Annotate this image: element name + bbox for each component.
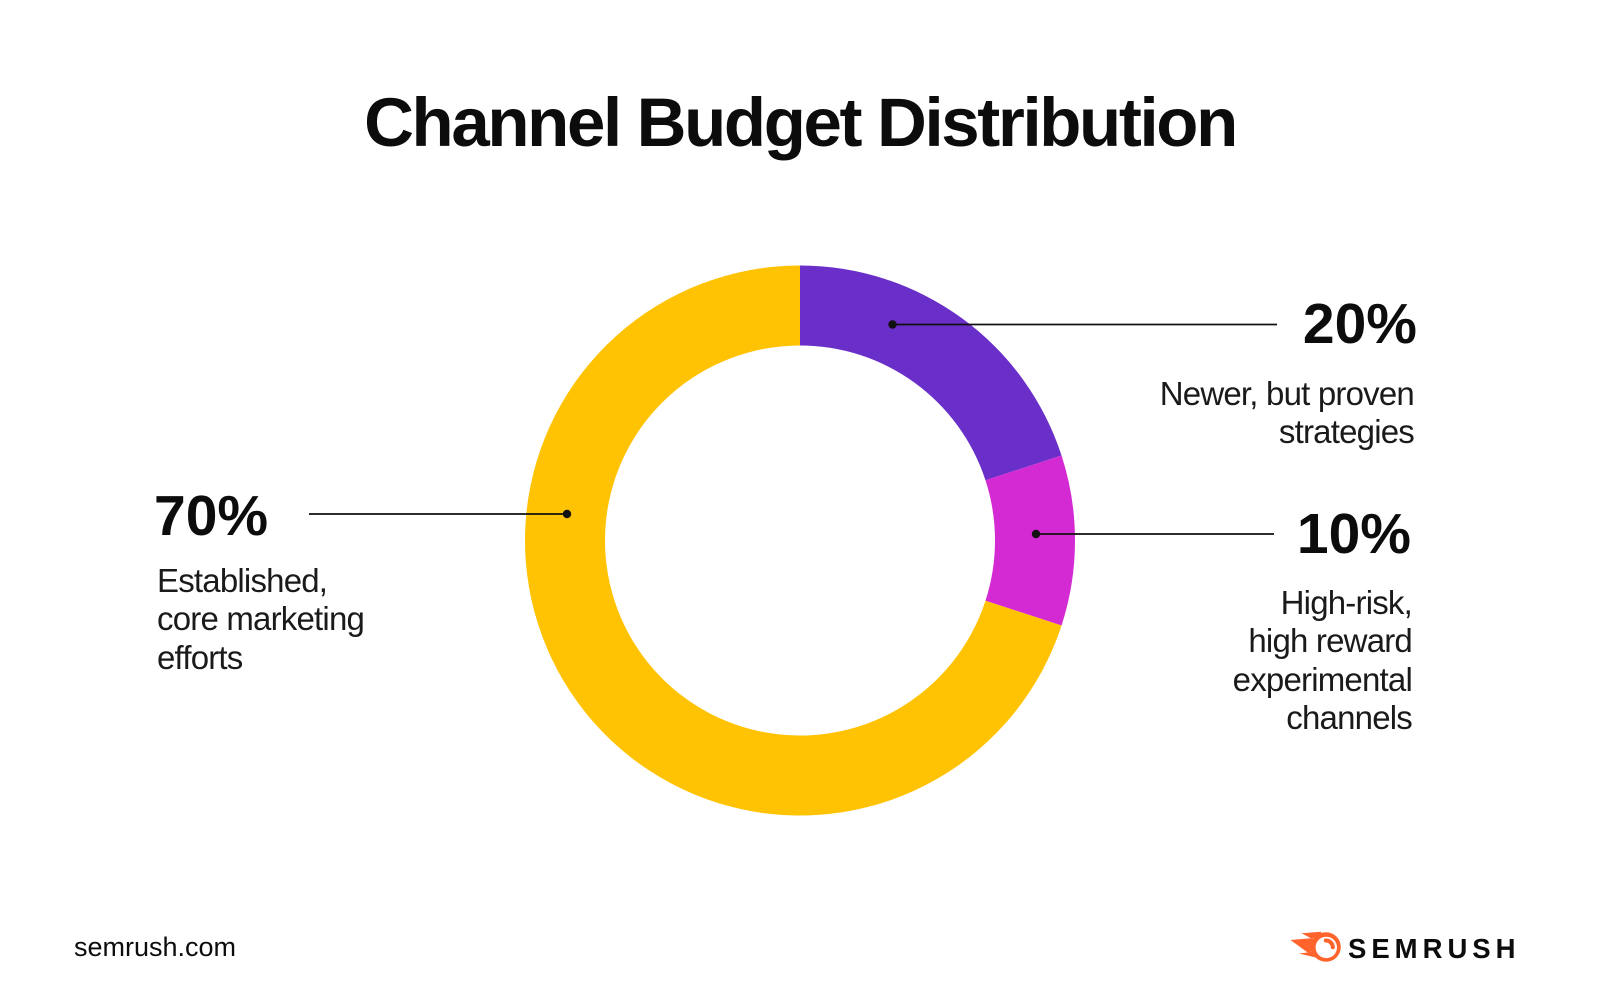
svg-text:SEMRUSH: SEMRUSH [1348, 933, 1515, 962]
